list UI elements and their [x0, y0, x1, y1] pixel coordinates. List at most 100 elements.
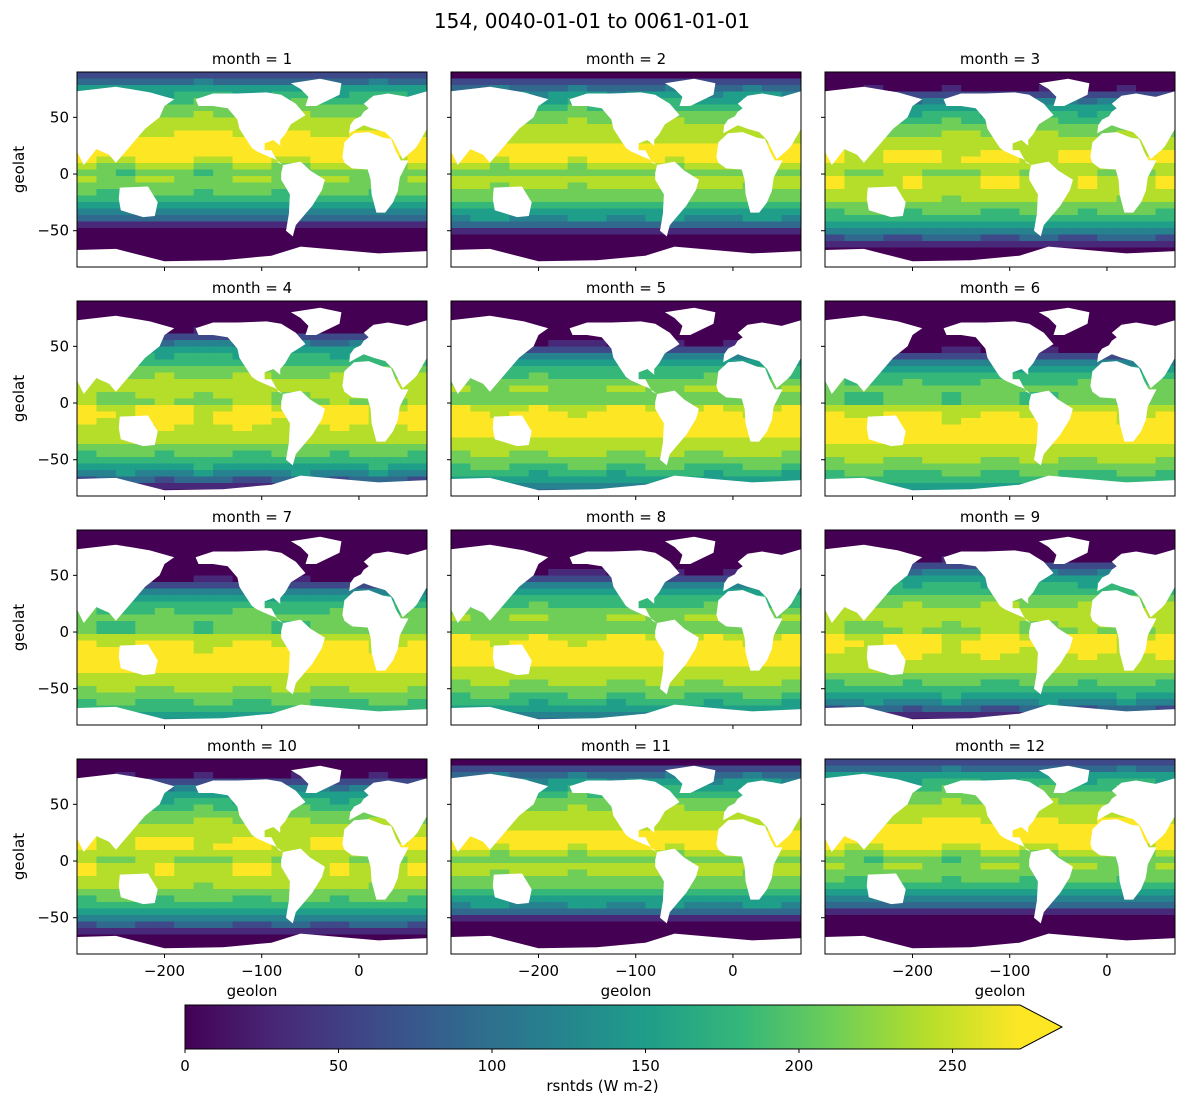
heatmap-cell	[232, 182, 253, 190]
heatmap-cell	[922, 569, 943, 577]
heatmap-cell	[567, 437, 588, 445]
heatmap-cell	[941, 463, 962, 471]
heatmap-cell	[567, 653, 588, 661]
heatmap-cell	[174, 301, 195, 309]
heatmap-cell	[1077, 72, 1098, 80]
heatmap-cell	[567, 411, 588, 419]
heatmap-cell	[1058, 215, 1079, 223]
heatmap-cell	[626, 195, 647, 203]
heatmap-cell	[310, 202, 331, 210]
heatmap-cell	[174, 569, 195, 577]
heatmap-cell	[922, 379, 943, 387]
heatmap-cell	[271, 385, 292, 393]
heatmap-cell	[509, 137, 530, 145]
heatmap-cell	[329, 608, 350, 616]
heatmap-cell	[548, 588, 569, 596]
heatmap-cell	[213, 660, 234, 668]
heatmap-cell	[941, 457, 962, 465]
heatmap-cell	[703, 91, 724, 99]
heatmap-cell	[567, 673, 588, 681]
heatmap-cell	[684, 228, 705, 236]
heatmap-cell	[232, 307, 253, 315]
heatmap-cell	[1038, 588, 1059, 596]
land-mask	[569, 550, 680, 623]
heatmap-cell	[213, 143, 234, 151]
heatmap-cell	[232, 189, 253, 197]
heatmap-cell	[1038, 470, 1059, 478]
heatmap-cell	[213, 424, 234, 432]
heatmap-cell	[902, 156, 923, 164]
heatmap-cell	[1000, 634, 1021, 642]
heatmap-cell	[349, 340, 370, 348]
heatmap-cell	[174, 379, 195, 387]
heatmap-cell	[252, 78, 273, 86]
heatmap-cell	[548, 647, 569, 655]
heatmap-cell	[388, 91, 409, 99]
heatmap-cell	[684, 221, 705, 229]
heatmap-cell	[232, 470, 253, 478]
heatmap-cell	[1136, 476, 1157, 484]
heatmap-cell	[290, 556, 311, 564]
heatmap-cell	[290, 98, 311, 106]
heatmap-cell	[703, 379, 724, 387]
heatmap-cell	[567, 686, 588, 694]
heatmap-cell	[1038, 608, 1059, 616]
heatmap-cell	[154, 424, 175, 432]
heatmap-cell	[1097, 91, 1118, 99]
heatmap-cell	[154, 582, 175, 590]
heatmap-cell	[528, 91, 549, 99]
heatmap-cell	[213, 634, 234, 642]
heatmap-cell	[567, 679, 588, 687]
heatmap-cell	[407, 543, 427, 551]
y-tick-label: 0	[59, 394, 69, 412]
heatmap-cell	[252, 301, 273, 309]
heatmap-cell	[388, 150, 409, 158]
heatmap-cell	[1077, 156, 1098, 164]
heatmap-cell	[742, 692, 763, 700]
heatmap-cell	[825, 411, 846, 419]
heatmap-cell	[781, 640, 801, 648]
heatmap-cell	[388, 320, 409, 328]
heatmap-cell	[961, 705, 982, 713]
heatmap-cell	[941, 569, 962, 577]
heatmap-cell	[961, 379, 982, 387]
panel-title: month = 2	[586, 50, 666, 68]
heatmap-cell	[96, 78, 117, 86]
heatmap-cell	[922, 247, 943, 255]
heatmap-cell	[844, 156, 865, 164]
heatmap-cell	[1058, 340, 1079, 348]
heatmap-cell	[407, 202, 427, 210]
heatmap-cell	[587, 634, 608, 642]
heatmap-cell	[154, 169, 175, 177]
heatmap-cell	[154, 463, 175, 471]
heatmap-cell	[528, 699, 549, 707]
heatmap-cell	[528, 705, 549, 713]
heatmap-cell	[1058, 660, 1079, 668]
heatmap-cell	[154, 307, 175, 315]
heatmap-cell	[1097, 450, 1118, 458]
heatmap-cell	[825, 463, 846, 471]
heatmap-cell	[1136, 692, 1157, 700]
heatmap-cell	[762, 470, 783, 478]
heatmap-cell	[664, 588, 685, 596]
heatmap-cell	[703, 653, 724, 661]
heatmap-cell	[548, 549, 569, 557]
heatmap-cell	[528, 124, 549, 132]
heatmap-cell	[587, 673, 608, 681]
land-mask	[655, 619, 699, 695]
heatmap-cell	[742, 234, 763, 242]
heatmap-cell	[310, 104, 331, 112]
heatmap-cell	[723, 569, 744, 577]
heatmap-cell	[781, 221, 801, 229]
heatmap-cell	[606, 634, 627, 642]
heatmap-cell	[645, 476, 666, 484]
heatmap-cell	[587, 431, 608, 439]
heatmap-cell	[96, 673, 117, 681]
heatmap-cell	[1019, 470, 1040, 478]
heatmap-cell	[213, 398, 234, 406]
heatmap-cell	[941, 254, 962, 262]
heatmap-cell	[407, 536, 427, 544]
heatmap-cell	[980, 699, 1001, 707]
heatmap-cell	[567, 621, 588, 629]
heatmap-field	[77, 72, 427, 267]
